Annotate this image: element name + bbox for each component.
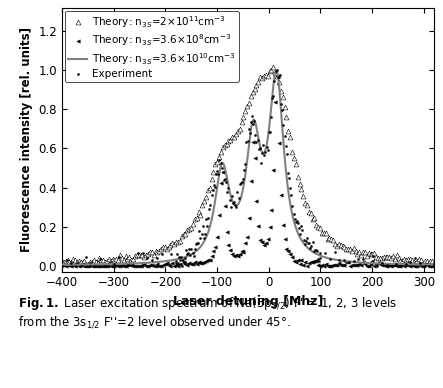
Text: $\bf{Fig.1.}$ Laser excitation spectrum of Na(3p$_{3/2}$) F' = 1, 2, 3 levels
fr: $\bf{Fig.1.}$ Laser excitation spectrum … <box>18 296 397 330</box>
Theory: n$_{3S}$=3.6$\times$10$^{10}$cm$^{-3}$: (229, 0.0101): n$_{3S}$=3.6$\times$10$^{10}$cm$^{-3}$: … <box>384 262 389 266</box>
Line: Theory: n$_{3S}$=3.6$\times$10$^{8}$cm$^{-3}$: Theory: n$_{3S}$=3.6$\times$10$^{8}$cm$^… <box>60 75 436 267</box>
Y-axis label: Fluorescence intensity [rel. units]: Fluorescence intensity [rel. units] <box>20 27 33 252</box>
Legend: Theory: n$_{3S}$=2$\times$10$^{11}$cm$^{-3}$, Theory: n$_{3S}$=3.6$\times$10$^{8: Theory: n$_{3S}$=2$\times$10$^{11}$cm$^{… <box>65 11 239 82</box>
Theory: n$_{3S}$=3.6$\times$10$^{8}$cm$^{-3}$: (-367, 0): n$_{3S}$=3.6$\times$10$^{8}$cm$^{-3}$: (… <box>76 263 82 268</box>
Theory: n$_{3S}$=3.6$\times$10$^{8}$cm$^{-3}$: (291, 0.00644): n$_{3S}$=3.6$\times$10$^{8}$cm$^{-3}$: (… <box>416 262 422 267</box>
Theory: n$_{3S}$=3.6$\times$10$^{10}$cm$^{-3}$: (-124, 0.13): n$_{3S}$=3.6$\times$10$^{10}$cm$^{-3}$: … <box>202 238 207 243</box>
Theory: n$_{3S}$=3.6$\times$10$^{10}$cm$^{-3}$: (-318, 0.00735): n$_{3S}$=3.6$\times$10$^{10}$cm$^{-3}$: … <box>102 262 107 267</box>
Theory: n$_{3S}$=2$\times$10$^{11}$cm$^{-3}$: (266, 0.0291): n$_{3S}$=2$\times$10$^{11}$cm$^{-3}$: (2… <box>404 258 409 262</box>
Experiment <box>408 260 413 265</box>
Theory: n$_{3S}$=2$\times$10$^{11}$cm$^{-3}$: (-205, 0.094): n$_{3S}$=2$\times$10$^{11}$cm$^{-3}$: (-… <box>160 245 166 250</box>
Theory: n$_{3S}$=3.6$\times$10$^{10}$cm$^{-3}$: (320, 0.00528): n$_{3S}$=3.6$\times$10$^{10}$cm$^{-3}$: … <box>431 262 437 267</box>
Experiment <box>274 68 280 72</box>
Theory: n$_{3S}$=3.6$\times$10$^{10}$cm$^{-3}$: (14.4, 1): n$_{3S}$=3.6$\times$10$^{10}$cm$^{-3}$: … <box>273 68 279 73</box>
Theory: n$_{3S}$=3.6$\times$10$^{8}$cm$^{-3}$: (16.1, 0.969): n$_{3S}$=3.6$\times$10$^{8}$cm$^{-3}$: (… <box>274 74 280 79</box>
Experiment <box>222 178 227 183</box>
Theory: n$_{3S}$=2$\times$10$^{11}$cm$^{-3}$: (320, 0.0125): n$_{3S}$=2$\times$10$^{11}$cm$^{-3}$: (3… <box>431 261 437 266</box>
Theory: n$_{3S}$=3.6$\times$10$^{10}$cm$^{-3}$: (-92.7, 0.51): n$_{3S}$=3.6$\times$10$^{10}$cm$^{-3}$: … <box>218 164 224 168</box>
Line: Theory: n$_{3S}$=3.6$\times$10$^{10}$cm$^{-3}$: Theory: n$_{3S}$=3.6$\times$10$^{10}$cm$… <box>62 70 434 265</box>
Theory: n$_{3S}$=3.6$\times$10$^{10}$cm$^{-3}$: (306, 0.00576): n$_{3S}$=3.6$\times$10$^{10}$cm$^{-3}$: … <box>424 262 430 267</box>
X-axis label: Laser detuning [Mhz]: Laser detuning [Mhz] <box>173 295 323 308</box>
Theory: n$_{3S}$=3.6$\times$10$^{8}$cm$^{-3}$: (-353, 0): n$_{3S}$=3.6$\times$10$^{8}$cm$^{-3}$: (… <box>84 263 89 268</box>
Line: Theory: n$_{3S}$=2$\times$10$^{11}$cm$^{-3}$: Theory: n$_{3S}$=2$\times$10$^{11}$cm$^{… <box>60 64 436 267</box>
Theory: n$_{3S}$=2$\times$10$^{11}$cm$^{-3}$: (291, 0.0328): n$_{3S}$=2$\times$10$^{11}$cm$^{-3}$: (2… <box>416 257 422 262</box>
Theory: n$_{3S}$=2$\times$10$^{11}$cm$^{-3}$: (-353, 0.00838): n$_{3S}$=2$\times$10$^{11}$cm$^{-3}$: (-… <box>84 262 89 267</box>
Theory: n$_{3S}$=3.6$\times$10$^{10}$cm$^{-3}$: (-400, 0.00438): n$_{3S}$=3.6$\times$10$^{10}$cm$^{-3}$: … <box>59 263 65 267</box>
Experiment <box>342 258 347 262</box>
Theory: n$_{3S}$=3.6$\times$10$^{8}$cm$^{-3}$: (-393, 0): n$_{3S}$=3.6$\times$10$^{8}$cm$^{-3}$: (… <box>63 263 68 268</box>
Theory: n$_{3S}$=3.6$\times$10$^{8}$cm$^{-3}$: (-205, 0.00626): n$_{3S}$=3.6$\times$10$^{8}$cm$^{-3}$: (… <box>160 262 166 267</box>
Experiment <box>159 252 164 256</box>
Theory: n$_{3S}$=3.6$\times$10$^{8}$cm$^{-3}$: (266, 0.00473): n$_{3S}$=3.6$\times$10$^{8}$cm$^{-3}$: (… <box>404 263 409 267</box>
Experiment <box>59 263 65 268</box>
Line: Experiment: Experiment <box>60 67 436 268</box>
Theory: n$_{3S}$=2$\times$10$^{11}$cm$^{-3}$: (-357, 0.0251): n$_{3S}$=2$\times$10$^{11}$cm$^{-3}$: (-… <box>82 258 87 263</box>
Experiment <box>431 262 437 266</box>
Experiment <box>187 247 192 251</box>
Theory: n$_{3S}$=3.6$\times$10$^{8}$cm$^{-3}$: (-400, 0.00236): n$_{3S}$=3.6$\times$10$^{8}$cm$^{-3}$: (… <box>59 263 65 268</box>
Theory: n$_{3S}$=2$\times$10$^{11}$cm$^{-3}$: (8.84, 1.02): n$_{3S}$=2$\times$10$^{11}$cm$^{-3}$: (8… <box>271 64 276 69</box>
Theory: n$_{3S}$=2$\times$10$^{11}$cm$^{-3}$: (-263, 0.036): n$_{3S}$=2$\times$10$^{11}$cm$^{-3}$: (-… <box>130 256 136 261</box>
Theory: n$_{3S}$=3.6$\times$10$^{10}$cm$^{-3}$: (-275, 0.0103): n$_{3S}$=3.6$\times$10$^{10}$cm$^{-3}$: … <box>124 262 129 266</box>
Theory: n$_{3S}$=3.6$\times$10$^{8}$cm$^{-3}$: (320, 0): n$_{3S}$=3.6$\times$10$^{8}$cm$^{-3}$: (… <box>431 263 437 268</box>
Theory: n$_{3S}$=2$\times$10$^{11}$cm$^{-3}$: (-400, 0.022): n$_{3S}$=2$\times$10$^{11}$cm$^{-3}$: (-… <box>59 259 65 264</box>
Theory: n$_{3S}$=2$\times$10$^{11}$cm$^{-3}$: (-371, 0.0174): n$_{3S}$=2$\times$10$^{11}$cm$^{-3}$: (-… <box>74 260 80 265</box>
Theory: n$_{3S}$=3.6$\times$10$^{8}$cm$^{-3}$: (-263, 0): n$_{3S}$=3.6$\times$10$^{8}$cm$^{-3}$: (… <box>130 263 136 268</box>
Experiment <box>74 263 79 268</box>
